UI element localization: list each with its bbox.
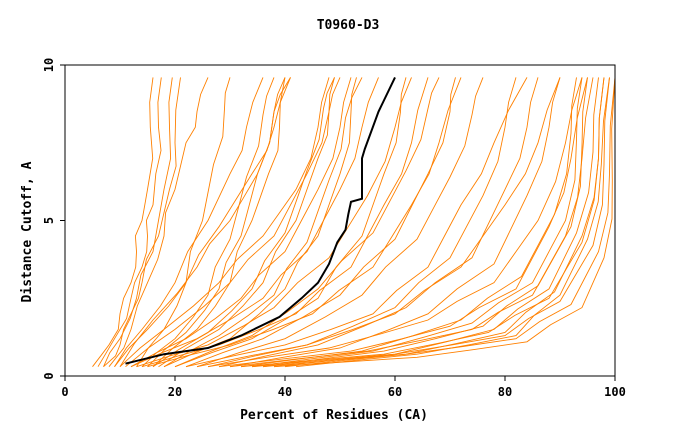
series-line-s29: [207, 77, 517, 368]
series-line-s27: [262, 77, 616, 368]
series-line-s43: [152, 77, 335, 368]
x-tick-label: 40: [278, 385, 292, 399]
series-line-s39: [185, 77, 456, 368]
series-line-s37: [295, 77, 610, 368]
series-line-s14: [141, 77, 429, 368]
series-line-s42: [147, 77, 291, 368]
series-line-s04: [103, 77, 173, 367]
chart-title: T0960-D3: [317, 18, 380, 33]
series-line-s44: [163, 77, 363, 368]
series-line-s08: [119, 77, 286, 367]
series-line-s01: [92, 77, 154, 367]
series-line-s13: [136, 77, 412, 368]
series-line-s35: [273, 77, 599, 368]
series-layer: [92, 77, 616, 368]
y-tick-label: 10: [42, 58, 56, 72]
series-line-s26: [251, 77, 610, 368]
series-line-s05: [108, 77, 209, 367]
series-line-s24: [229, 77, 594, 368]
series-line-s19: [174, 77, 407, 368]
series-line-s17: [158, 77, 335, 368]
series-line-s18: [163, 77, 357, 368]
series-line-s11: [130, 77, 352, 368]
x-tick-label: 100: [604, 385, 626, 399]
series-line-s28: [273, 77, 616, 368]
series-line-s36: [284, 77, 605, 368]
series-line-s16: [152, 77, 286, 368]
series-line-s07: [114, 77, 291, 367]
series-line-s38: [196, 77, 484, 368]
y-axis-label: Distance Cutoff, A: [20, 161, 35, 302]
series-line-s10: [125, 77, 341, 368]
x-tick-label: 20: [168, 385, 182, 399]
series-line-s41: [141, 77, 275, 368]
series-line-s40: [174, 77, 440, 368]
series-line-s06: [114, 77, 264, 367]
series-line-s22: [207, 77, 583, 368]
series-line-s09: [119, 77, 330, 368]
y-axis-ticks: 0 5 10: [42, 58, 65, 380]
series-line-s02: [97, 77, 162, 367]
x-tick-label: 0: [61, 385, 68, 399]
y-tick-label: 0: [42, 372, 56, 379]
x-tick-label: 60: [388, 385, 402, 399]
x-axis-label: Percent of Residues (CA): [240, 408, 428, 423]
series-line-s33: [251, 77, 583, 368]
series-line-s20: [185, 77, 528, 368]
series-line-s30: [218, 77, 539, 368]
series-line-s32: [240, 77, 577, 368]
series-line-s45: [136, 77, 231, 367]
series-line-s31: [229, 77, 561, 368]
series-line-s23: [218, 77, 588, 368]
series-line-highlight: [125, 76, 396, 365]
highlight-layer: [125, 76, 396, 365]
x-axis-ticks: 0 20 40 60 80 100: [61, 376, 626, 399]
series-line-s15: [147, 77, 462, 368]
series-line-s03: [103, 77, 181, 368]
y-tick-label: 5: [42, 217, 56, 224]
series-line-s34: [262, 77, 588, 368]
x-tick-label: 80: [498, 385, 512, 399]
